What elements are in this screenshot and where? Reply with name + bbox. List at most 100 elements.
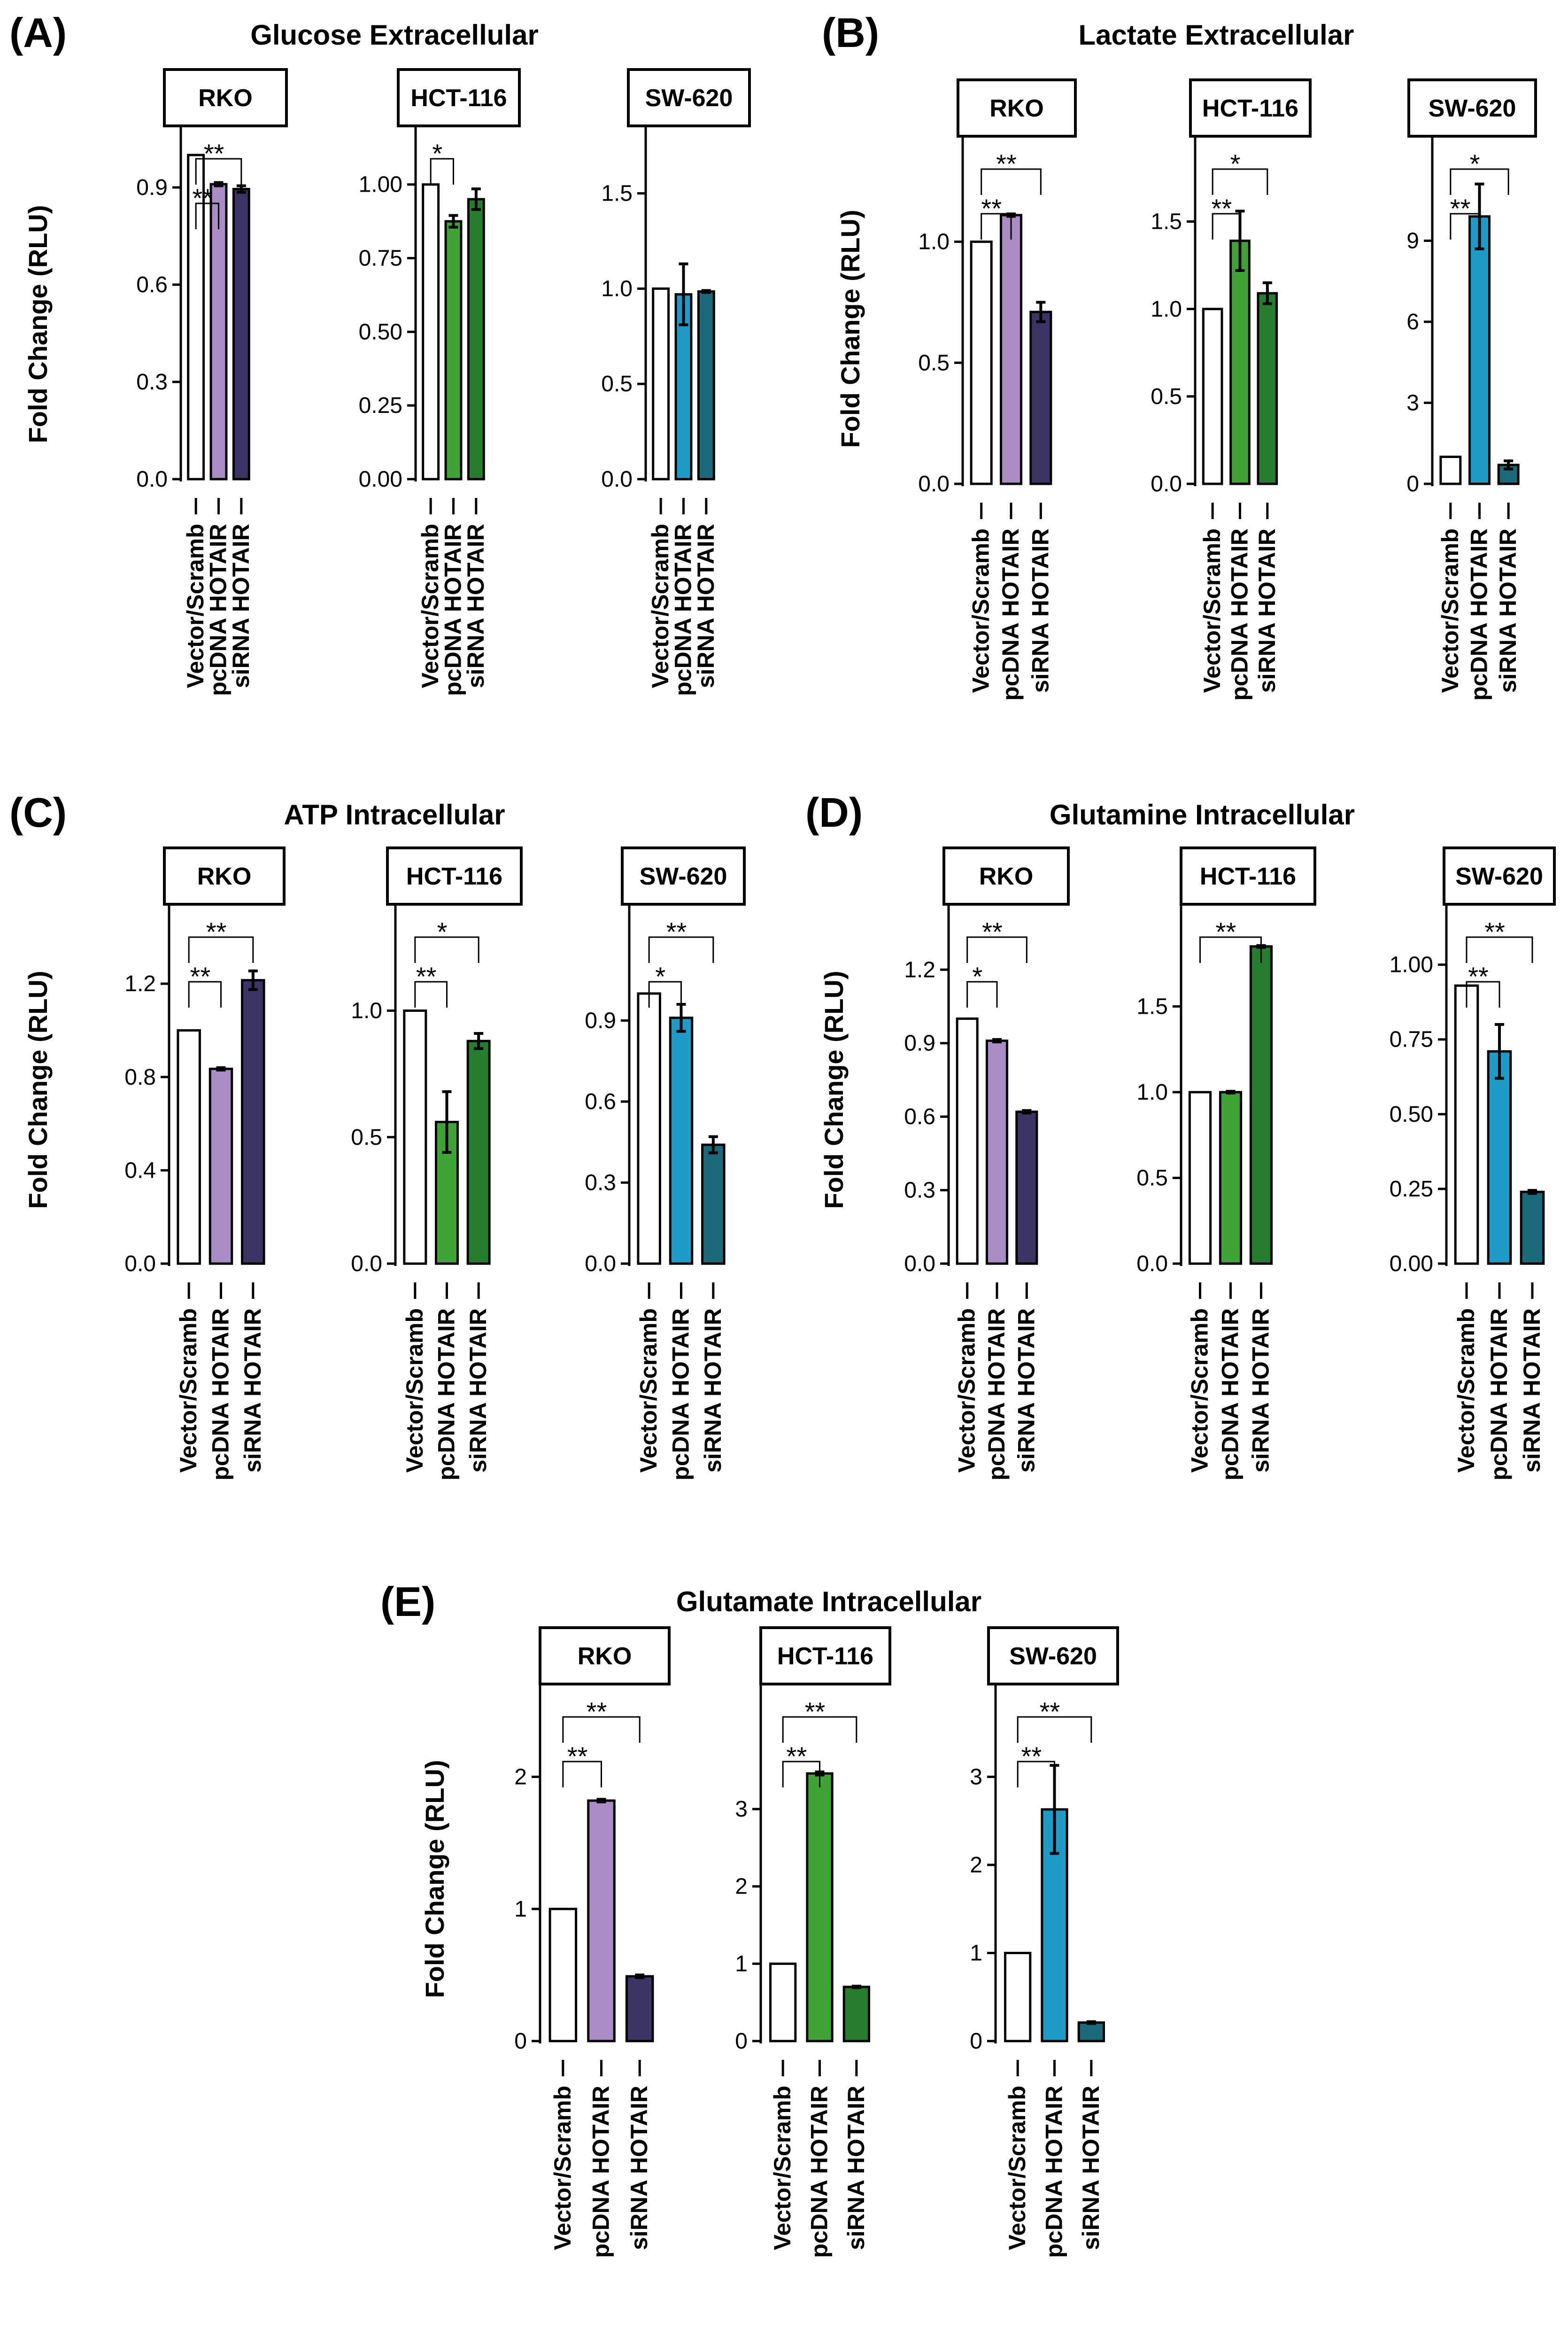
y-tick-label: 9 [1406,229,1419,254]
facet-strip [759,1626,891,1685]
significance-bracket [188,936,254,963]
x-tick-label: pcDNA HOTAIR [440,524,466,696]
x-tick-label: siRNA HOTAIR [1495,528,1521,693]
panel-b: (B) Lactate Extracellular Fold Change (RLU… [822,9,1537,701]
y-tick-label: 0.0 [1151,472,1182,497]
bar [970,241,993,485]
y-tick-label: 0.00 [1390,1251,1433,1276]
y-tick-label: 0.75 [1390,1027,1433,1052]
x-tick-label: siRNA HOTAIR [693,524,719,688]
y-tick-label: 0.50 [359,319,402,344]
panel-label: (C) [9,789,67,836]
facet-title: RKO [198,85,253,112]
significance-bracket [981,168,1042,195]
x-tick-label: siRNA HOTAIR [239,1308,266,1473]
x-tick-label: Vector/Scramb [635,1308,662,1473]
x-tick-label: pcDNA HOTAIR [1217,1308,1244,1481]
bar [1077,2021,1105,2042]
bar [806,1772,834,2042]
panel-c: (C) ATP Intracellular Fold Change (RLU) RKO… [9,789,746,1481]
facet-strip [987,1626,1119,1685]
bar [1202,308,1223,485]
y-tick-label: 1.5 [1136,994,1168,1019]
facet-title: RKO [989,95,1044,122]
x-tick-label: pcDNA HOTAIR [433,1308,460,1481]
y-axis-label: Fold Change (RLU) [23,205,53,443]
facet-strip [942,846,1070,906]
panel-title: Glutamine Intracellular [1050,799,1355,831]
y-tick-label: 0.6 [136,272,168,297]
y-tick-label: 0.3 [904,1178,935,1203]
y-tick-label: 1 [970,1941,982,1966]
bar [466,1040,491,1265]
bar [956,1017,979,1265]
facet-strip [386,846,523,906]
significance-label: ** [1468,962,1489,991]
facet-title: SW-620 [640,863,727,890]
bar [1015,1110,1038,1265]
significance-label: ** [805,1697,826,1726]
y-tick-label: 1.5 [601,181,633,206]
bar [842,1986,870,2042]
panel-label: (D) [805,789,863,836]
significance-label: ** [1484,917,1505,947]
y-tick-label: 3 [1406,391,1419,416]
x-tick-label: Vector/Scramb [1199,528,1225,693]
bar [444,220,463,481]
y-axis-label: Fold Change (RLU) [835,210,865,448]
bar [625,1975,654,2042]
significance-bracket [1450,168,1509,195]
x-tick-label: siRNA HOTAIR [228,524,254,688]
significance-bracket [1450,213,1480,240]
significance-label: ** [981,194,1002,223]
bar [241,979,265,1265]
y-tick-label: 0.5 [1151,384,1182,409]
facet-hct-116: HCT-116 0.00 0.25 0.50 0.75 1.00 Vector/Scramb… [359,68,521,696]
facet-sw-620: SW-620 0 1 2 3 Vector/Scramb pcDNA HOTAIR siRNA… [970,1626,1119,2258]
significance-bracket [966,981,998,1008]
bar [652,287,670,481]
bar [769,1962,797,2042]
significance-bracket [782,1716,857,1743]
y-tick-label: 0.6 [904,1104,935,1129]
facet-strip [1407,78,1537,138]
facet-strip [1189,78,1312,138]
x-tick-label: pcDNA HOTAIR [670,524,696,696]
facet-strip [539,1626,671,1685]
y-axis-label: Fold Change (RLU) [23,971,53,1209]
facet-hct-116: HCT-116 0.0 0.5 1.0 1.5 Vector/Scramb pcDNA HO… [1136,846,1316,1481]
significance-label: ** [416,962,437,991]
x-tick-label: pcDNA HOTAIR [997,528,1024,701]
y-tick-label: 1.00 [1390,953,1433,978]
significance-label: ** [787,1741,807,1771]
panel-label: (E) [380,1578,435,1625]
facet-title: HCT-116 [410,85,507,112]
y-tick-label: 1.2 [124,971,156,996]
facet-strip [1443,846,1556,906]
bar [1004,1952,1032,2042]
y-tick-label: 1 [735,1951,748,1976]
facet-title: HCT-116 [1200,863,1296,890]
y-tick-label: 0.4 [124,1158,156,1183]
y-tick-label: 0.9 [136,175,168,200]
y-tick-label: 2 [970,1853,982,1878]
facet-title: HCT-116 [406,863,502,890]
facet-rko: RKO 0.0 0.5 1.0 Vector/Scramb pcDNA HOTAIR siR… [918,78,1077,701]
x-tick-label: pcDNA HOTAIR [668,1308,694,1481]
bar [1219,1091,1243,1265]
x-tick-label: Vector/Scramb [1453,1308,1479,1473]
x-tick-label: siRNA HOTAIR [463,524,489,688]
x-tick-label: Vector/Scramb [175,1308,201,1473]
significance-bracket [966,936,1027,963]
y-tick-label: 0.25 [1390,1177,1433,1202]
bar [637,992,661,1265]
significance-bracket [648,981,682,1008]
y-tick-label: 0.0 [585,1251,616,1276]
y-tick-label: 0.9 [904,1031,935,1056]
y-tick-label: 0.3 [136,370,168,395]
y-tick-label: 3 [735,1797,748,1822]
facet-strip [1180,846,1316,906]
bar [1188,1091,1212,1265]
bar [701,1143,726,1265]
